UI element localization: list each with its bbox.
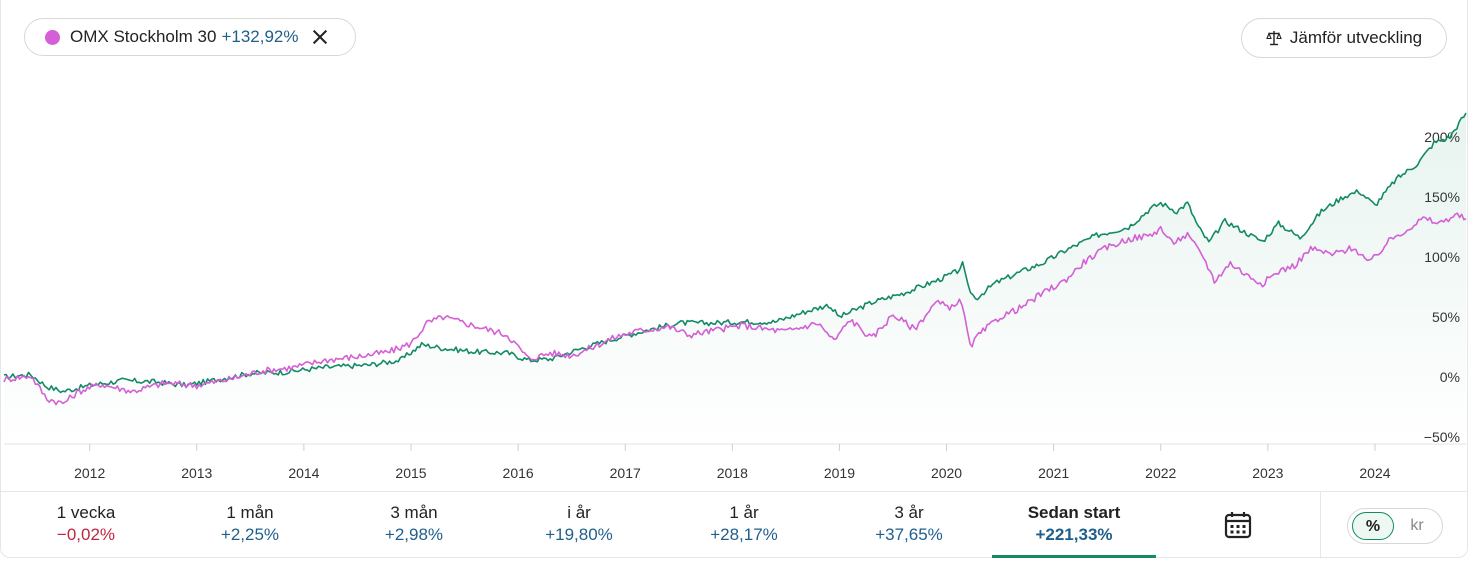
period-value: +28,17% bbox=[710, 525, 778, 544]
compare-button[interactable]: Jämför utveckling bbox=[1241, 18, 1447, 58]
period-label: 1 år bbox=[729, 503, 759, 522]
series-color-dot bbox=[45, 29, 60, 45]
period-value: +2,25% bbox=[220, 525, 280, 544]
unit-toggle-percent[interactable]: % bbox=[1352, 512, 1394, 540]
x-tick-label: 2012 bbox=[74, 465, 105, 481]
period-value: +221,33% bbox=[1035, 525, 1113, 544]
x-tick-label: 2023 bbox=[1252, 465, 1283, 481]
compare-button-label: Jämför utveckling bbox=[1289, 28, 1423, 47]
x-tick-label: 2024 bbox=[1359, 465, 1390, 481]
x-tick-label: 2014 bbox=[288, 465, 319, 481]
period-4[interactable]: 1 år +28,17% bbox=[662, 492, 826, 558]
period-value: +37,65% bbox=[875, 525, 943, 544]
period-value: +2,98% bbox=[384, 525, 444, 544]
period-label: i år bbox=[567, 503, 591, 522]
period-5[interactable]: 3 år +37,65% bbox=[827, 492, 991, 558]
divider bbox=[1320, 492, 1321, 558]
period-label: 1 vecka bbox=[56, 503, 116, 522]
period-value: +19,80% bbox=[545, 525, 613, 544]
scale-icon bbox=[1266, 30, 1282, 46]
x-tick-label: 2018 bbox=[717, 465, 748, 481]
period-selector: 1 vecka −0,02% 1 mån +2,25% 3 mån +2,98% i år +… bbox=[0, 491, 1468, 558]
period-0[interactable]: 1 vecka −0,02% bbox=[4, 492, 168, 558]
x-tick-label: 2020 bbox=[931, 465, 962, 481]
period-3[interactable]: i år +19,80% bbox=[497, 492, 661, 558]
calendar-icon[interactable] bbox=[1222, 509, 1254, 541]
unit-toggle: % kr bbox=[1347, 508, 1443, 544]
performance-chart: 2012 2013 2014 2015 2016 2017 2018 2019 2020 2021… bbox=[3, 112, 1467, 481]
period-2[interactable]: 3 mån +2,98% bbox=[332, 492, 496, 558]
series-line-1 bbox=[3, 212, 1467, 406]
x-tick-label: 2021 bbox=[1038, 465, 1069, 481]
legend-chip[interactable]: OMX Stockholm 30 +132,92% bbox=[24, 18, 356, 56]
period-label: 1 mån bbox=[226, 503, 274, 522]
x-tick-label: 2016 bbox=[503, 465, 534, 481]
x-tick-label: 2015 bbox=[395, 465, 426, 481]
legend-series-name: OMX Stockholm 30 bbox=[70, 27, 217, 46]
period-label: Sedan start bbox=[1027, 503, 1121, 522]
legend-series-change: +132,92% bbox=[221, 27, 299, 46]
x-tick-label: 2022 bbox=[1145, 465, 1176, 481]
period-label: 3 år bbox=[894, 503, 924, 522]
x-tick-label: 2017 bbox=[610, 465, 641, 481]
period-value: −0,02% bbox=[56, 525, 116, 544]
period-label: 3 mån bbox=[390, 503, 438, 522]
x-tick-label: 2013 bbox=[181, 465, 212, 481]
x-tick-label: 2019 bbox=[824, 465, 855, 481]
period-6[interactable]: Sedan start +221,33% bbox=[992, 492, 1156, 558]
series-area-0 bbox=[4, 113, 1466, 444]
period-1[interactable]: 1 mån +2,25% bbox=[168, 492, 332, 558]
unit-toggle-currency[interactable]: kr bbox=[1410, 517, 1424, 534]
